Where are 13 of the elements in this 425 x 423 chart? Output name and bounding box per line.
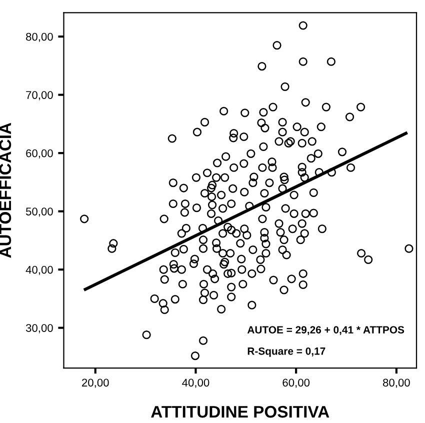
y-tick-label: 30,00: [26, 324, 53, 334]
y-tick-label: 80,00: [26, 32, 53, 42]
x-tick-label: 80,00: [383, 378, 410, 388]
y-tick-label: 50,00: [26, 208, 53, 217]
y-tick-label: 60,00: [26, 149, 53, 159]
x-tick-label: 60,00: [282, 378, 310, 388]
annotation: AUTOE = 29,26 + 0,41 * ATTPOS: [247, 326, 404, 336]
y-tick-label: 40,00: [26, 266, 53, 276]
y-tick-label: 70,00: [26, 91, 53, 100]
x-tick-label: 40,00: [182, 378, 210, 388]
x-tick-label: 20,00: [82, 378, 109, 388]
x-axis-title: ATTITUDINE POSITIVA: [151, 406, 330, 418]
annotation: R-Square = 0,17: [248, 347, 326, 357]
